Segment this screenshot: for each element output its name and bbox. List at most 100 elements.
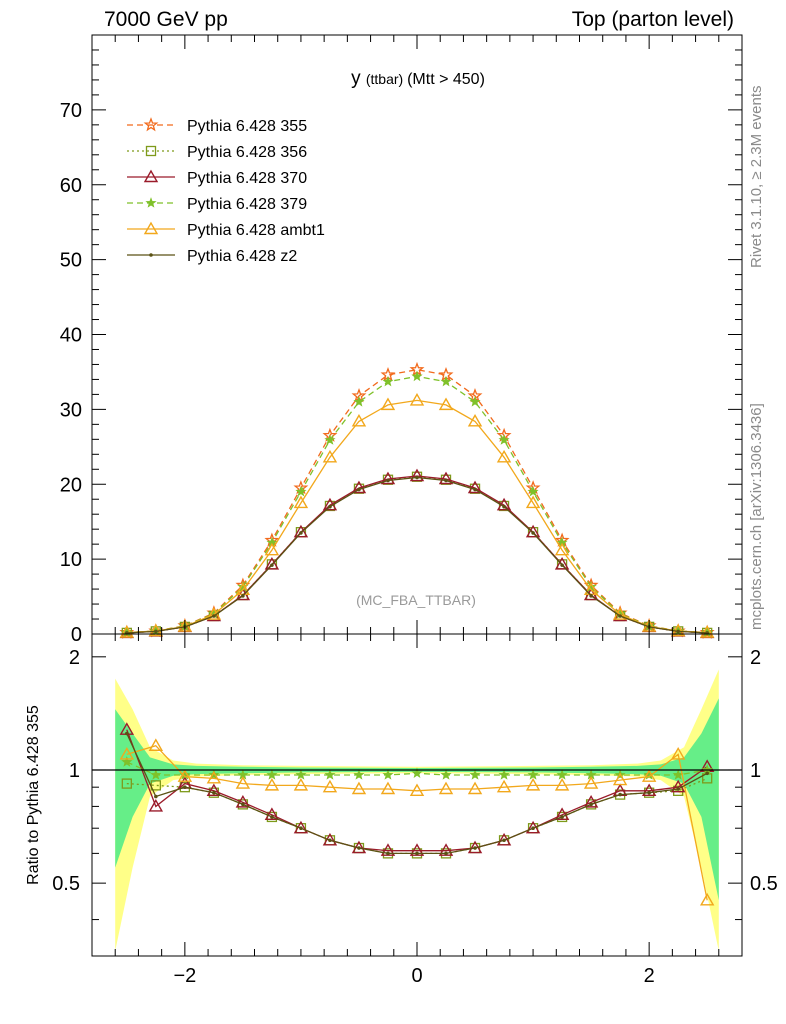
ratio-x-tick-label: 0 xyxy=(411,965,422,987)
analysis-watermark: (MC_FBA_TTBAR) xyxy=(356,592,476,608)
ratio-point-z2 xyxy=(589,802,593,807)
ratio-series-ambt1 xyxy=(119,738,715,906)
main-point-ambt1 xyxy=(293,495,309,509)
ratio-point-ambt1 xyxy=(177,769,193,782)
ratio-point-p370 xyxy=(380,843,396,856)
ratio-point-z2 xyxy=(531,826,535,831)
ratio-y-tick-label: 2 xyxy=(69,647,80,669)
ratio-y-axis-label: Ratio to Pythia 6.428 355 xyxy=(25,705,42,885)
ratio-point-ambt1 xyxy=(148,738,164,751)
ratio-point-z2 xyxy=(502,838,506,843)
ratio-point-p379 xyxy=(208,769,220,780)
ratio-point-z2 xyxy=(560,815,564,819)
main-point-z2 xyxy=(415,475,419,480)
legend-marker-z2 xyxy=(149,253,153,257)
ratio-line-p370 xyxy=(126,729,708,852)
ratio-point-p379 xyxy=(121,756,133,767)
ratio-point-p379 xyxy=(266,769,278,780)
main-point-p379 xyxy=(324,434,336,445)
ratio-point-p370 xyxy=(583,794,599,808)
ratio-y-tick-label-right: 1 xyxy=(750,760,761,782)
ratio-point-p370 xyxy=(148,798,164,812)
main-y-tick-label: 70 xyxy=(60,100,82,122)
ratio-point-z2 xyxy=(357,846,361,850)
legend-label-p370: Pythia 6.428 370 xyxy=(187,170,307,187)
main-point-p370 xyxy=(467,480,483,494)
main-point-p370 xyxy=(409,468,425,482)
main-y-tick-label: 20 xyxy=(60,474,82,496)
main-point-p370 xyxy=(264,556,280,570)
legend-label-p355: Pythia 6.428 355 xyxy=(187,118,307,135)
ratio-point-z2 xyxy=(473,846,477,850)
main-point-p379 xyxy=(440,375,452,387)
ratio-point-p379 xyxy=(324,769,336,780)
ratio-point-ambt1 xyxy=(322,779,338,793)
ratio-point-ambt1 xyxy=(612,772,628,786)
ratio-point-ambt1 xyxy=(670,747,686,760)
ratio-point-p370 xyxy=(438,843,454,856)
main-point-z2 xyxy=(357,487,361,492)
ratio-x-tick-label: −2 xyxy=(173,965,196,987)
main-point-z2 xyxy=(386,478,390,483)
main-point-z2 xyxy=(444,478,448,483)
main-series-z2 xyxy=(125,475,709,635)
main-point-z2 xyxy=(212,614,216,618)
main-y-tick-label: 40 xyxy=(60,325,82,347)
ratio-point-ambt1 xyxy=(554,777,570,791)
ratio-point-p370 xyxy=(670,779,686,793)
main-point-ambt1 xyxy=(699,625,715,638)
title-cut: (Mtt > 450) xyxy=(407,71,485,88)
main-point-ambt1 xyxy=(264,542,280,556)
ratio-point-p379 xyxy=(469,769,481,780)
ratio-point-z2 xyxy=(154,794,158,799)
ratio-point-p379 xyxy=(382,769,394,780)
ratio-point-p379 xyxy=(498,769,510,780)
main-line-ambt1 xyxy=(126,399,708,634)
ratio-point-p370 xyxy=(554,807,570,820)
main-chart-title: y (ttbar) (Mtt > 450) xyxy=(351,68,485,89)
ratio-point-ambt1 xyxy=(641,769,657,782)
ratio-point-ambt1 xyxy=(380,781,396,795)
ratio-y-tick-label: 1 xyxy=(69,760,80,782)
ratio-point-ambt1 xyxy=(264,777,280,791)
legend-label-p356: Pythia 6.428 356 xyxy=(187,144,307,161)
main-point-p370 xyxy=(351,480,367,494)
legend-marker-ambt1 xyxy=(143,221,159,235)
ratio-point-ambt1 xyxy=(496,779,512,793)
ratio-x-tick-label: 2 xyxy=(644,965,655,987)
ratio-uncertainty-bands xyxy=(115,669,719,951)
legend-label-ambt1: Pythia 6.428 ambt1 xyxy=(187,222,325,239)
ratio-point-z2 xyxy=(299,826,303,831)
main-panel-series xyxy=(119,361,715,639)
ratio-point-z2 xyxy=(386,851,390,856)
ratio-point-ambt1 xyxy=(438,781,454,795)
ratio-point-z2 xyxy=(212,790,216,795)
header-process-label: Top (parton level) xyxy=(571,8,734,31)
ratio-point-p379 xyxy=(150,769,162,780)
ratio-band-green xyxy=(115,698,719,901)
main-point-z2 xyxy=(676,629,680,634)
main-point-z2 xyxy=(241,594,245,598)
ratio-point-p379 xyxy=(440,769,452,780)
main-point-ambt1 xyxy=(438,397,454,411)
main-point-z2 xyxy=(473,487,477,492)
ratio-point-p370 xyxy=(206,783,222,797)
ratio-point-ambt1 xyxy=(699,892,715,906)
ratio-point-ambt1 xyxy=(525,777,541,791)
main-point-ambt1 xyxy=(554,542,570,556)
ratio-point-z2 xyxy=(444,851,448,856)
ratio-point-z2 xyxy=(647,790,651,795)
ratio-point-p370 xyxy=(409,843,425,856)
main-y-tick-label: 10 xyxy=(60,549,82,571)
main-point-ambt1 xyxy=(467,413,483,427)
main-point-ambt1 xyxy=(525,495,541,509)
ratio-y-tick-label: 0.5 xyxy=(52,873,80,895)
main-line-p355 xyxy=(126,369,708,634)
ratio-point-p370 xyxy=(235,794,251,808)
header-energy-label: 7000 GeV pp xyxy=(104,8,228,31)
ratio-point-ambt1 xyxy=(206,770,222,784)
main-point-ambt1 xyxy=(670,623,686,637)
ratio-point-p370 xyxy=(641,783,657,797)
axis-ticks xyxy=(92,35,742,956)
main-point-z2 xyxy=(154,629,158,634)
